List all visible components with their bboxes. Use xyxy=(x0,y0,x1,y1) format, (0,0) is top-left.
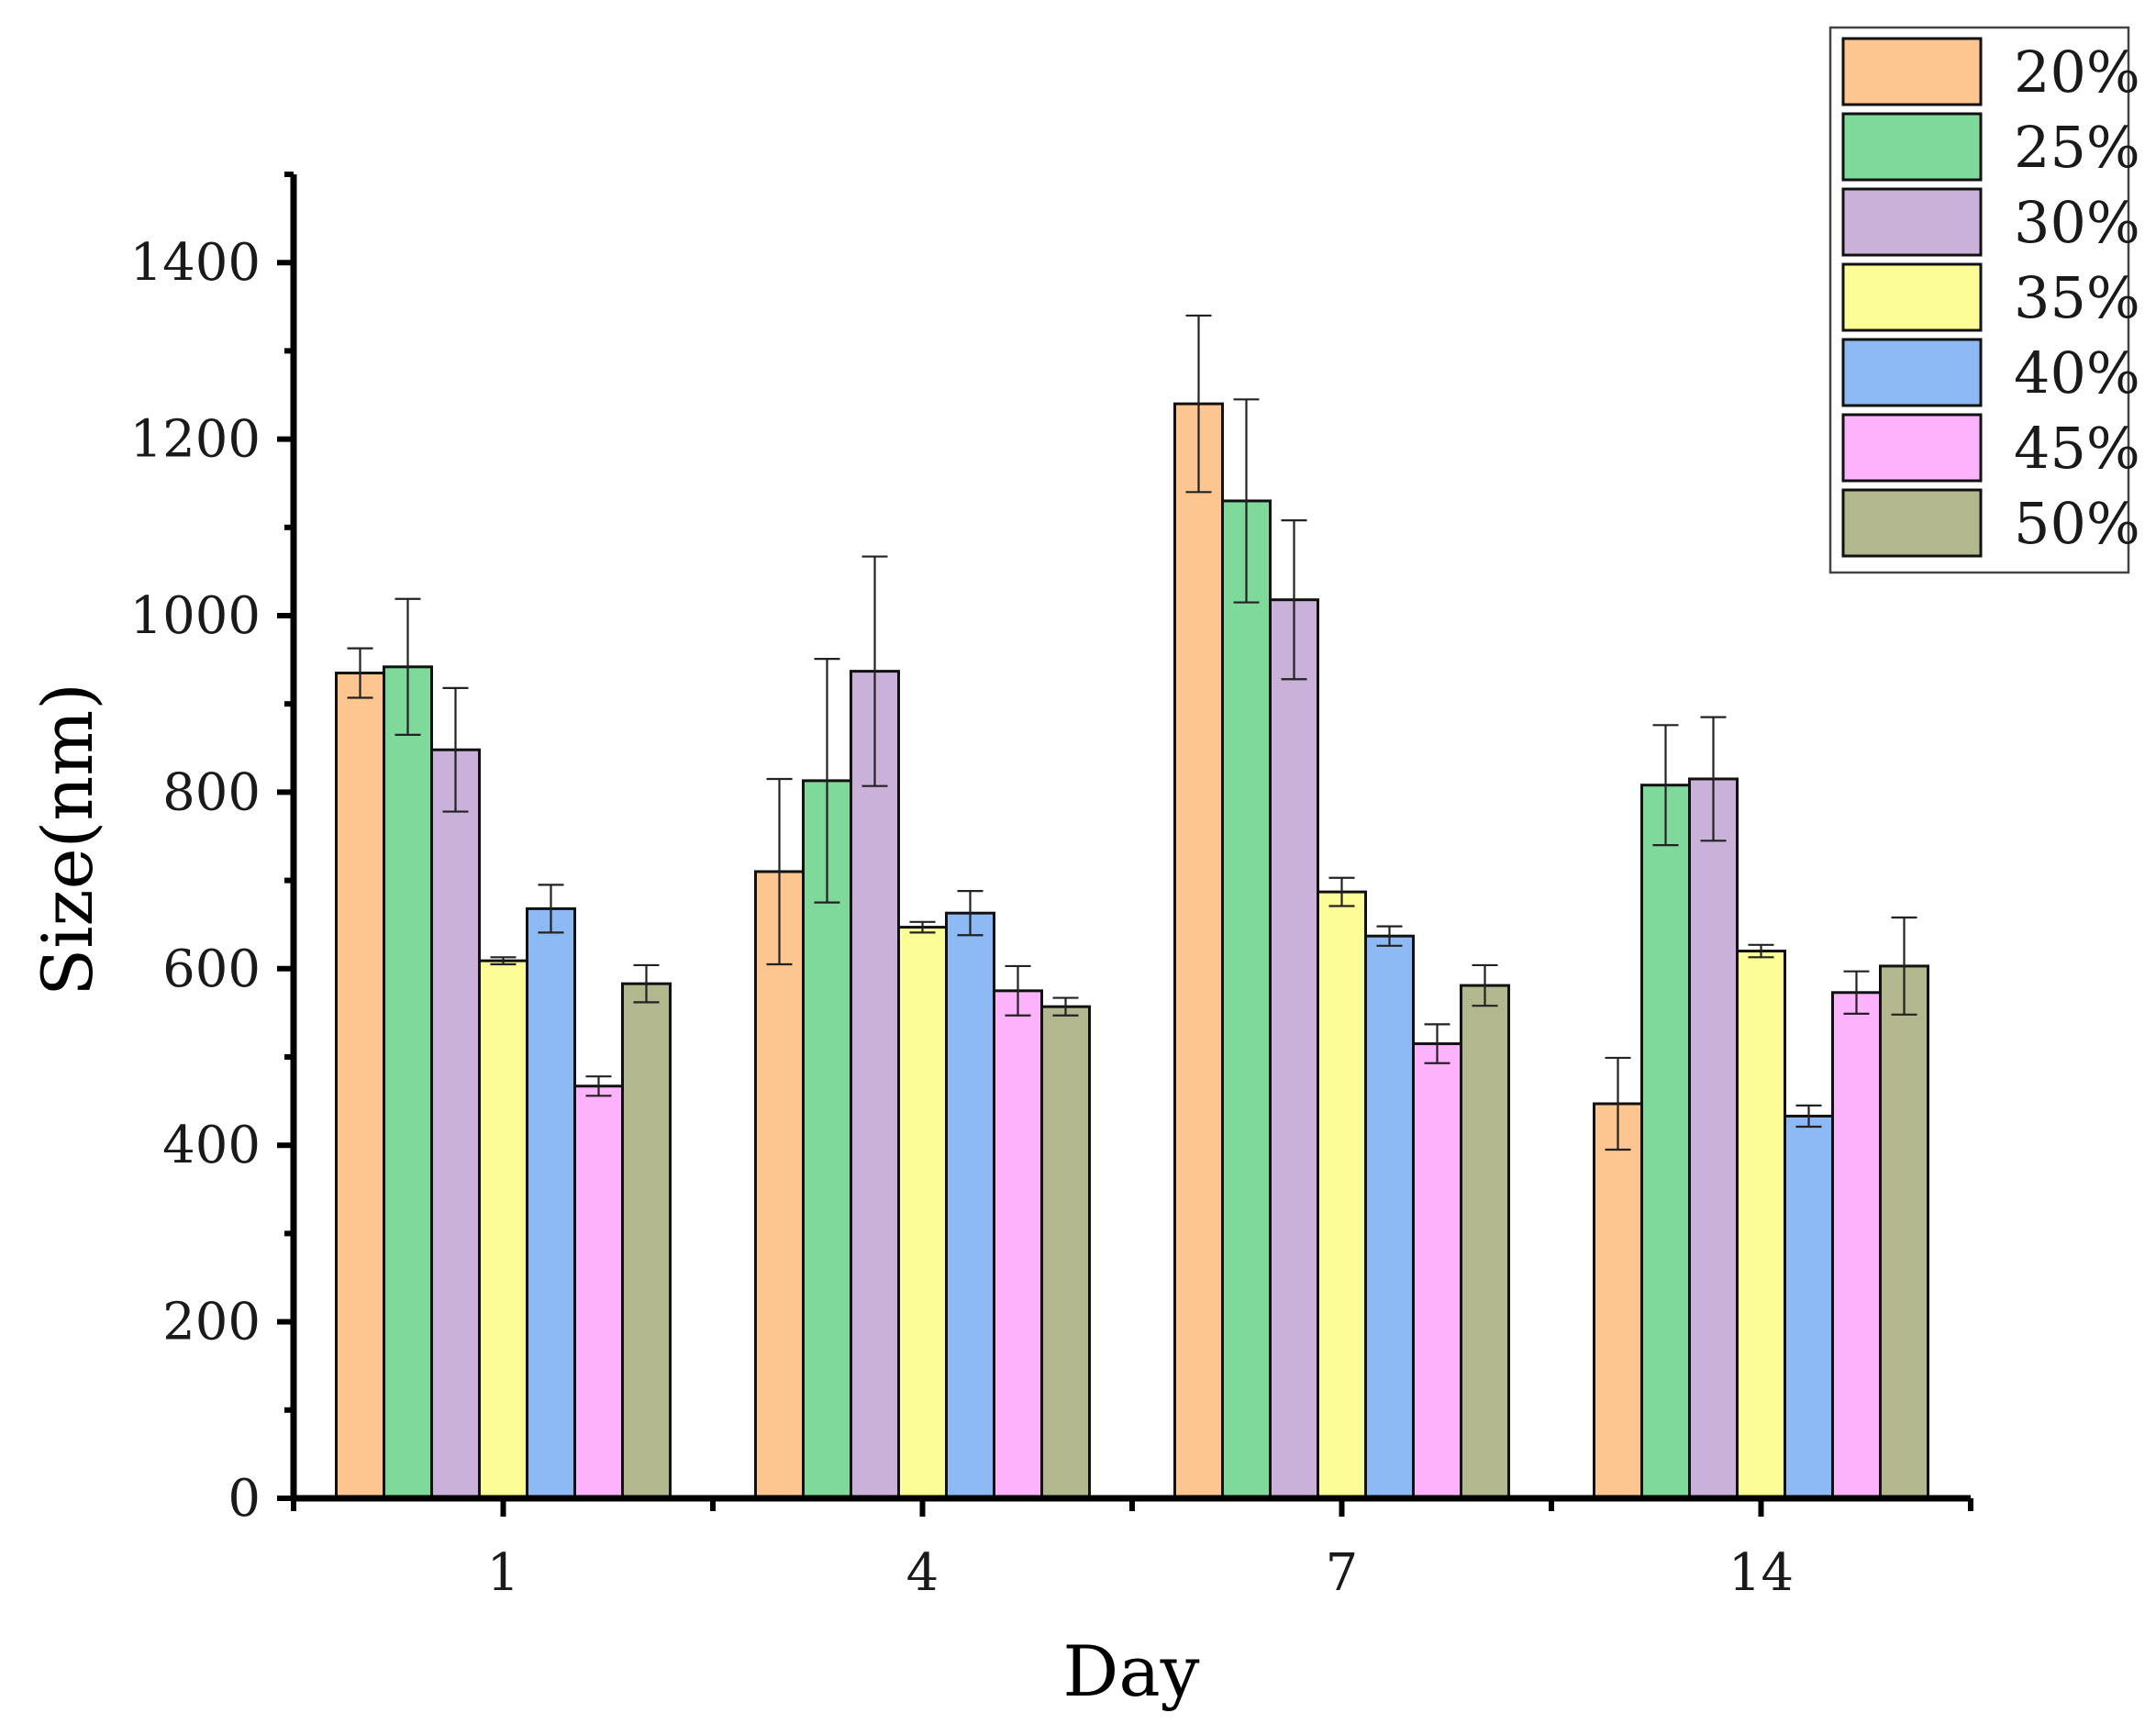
bar-day-14-series-30pct xyxy=(1688,777,1739,1500)
error-bar-day-7-series-35pct xyxy=(1328,876,1355,907)
error-bar-day-14-series-25pct xyxy=(1652,724,1679,847)
bar-day-14-series-35pct xyxy=(1736,950,1786,1500)
x-axis-title: Day xyxy=(1062,1630,1199,1712)
bar-day-1-series-45pct xyxy=(573,1084,624,1500)
error-bar-day-1-series-40pct xyxy=(538,884,564,934)
bar-day-14-series-50pct xyxy=(1879,964,1929,1500)
legend-swatch-20pct xyxy=(1841,37,1983,106)
bar-day-7-series-45pct xyxy=(1412,1042,1462,1500)
error-bar-day-7-series-20pct xyxy=(1185,314,1212,494)
legend-swatch-25pct xyxy=(1841,112,1983,182)
legend-swatch-40pct xyxy=(1841,338,1983,407)
error-bar-day-7-series-45pct xyxy=(1424,1023,1450,1064)
bar-day-14-series-25pct xyxy=(1640,784,1691,1500)
x-tick-label: 7 xyxy=(1326,1543,1359,1603)
error-bar-day-4-series-30pct xyxy=(861,555,888,787)
y-axis-title: Size(nm) xyxy=(27,683,108,996)
bar-day-1-series-20pct xyxy=(335,672,385,1500)
error-bar-day-4-series-40pct xyxy=(957,890,984,937)
error-bar-day-7-series-30pct xyxy=(1281,519,1307,681)
y-tick-label: 600 xyxy=(162,940,261,999)
error-bar-day-1-series-25pct xyxy=(395,597,421,736)
bar-day-7-series-50pct xyxy=(1460,984,1510,1500)
error-bar-day-1-series-50pct xyxy=(633,963,660,1004)
legend-label-50pct: 50% xyxy=(2014,490,2140,557)
error-bar-day-14-series-30pct xyxy=(1700,716,1727,842)
bar-day-7-series-25pct xyxy=(1221,499,1272,1500)
legend-swatch-30pct xyxy=(1841,187,1983,257)
error-bar-day-4-series-35pct xyxy=(909,920,936,934)
legend: 20% 25% 30% 35% 40% 45% 50% xyxy=(1828,26,2140,574)
bar-day-4-series-45pct xyxy=(993,989,1043,1500)
y-tick-label: 0 xyxy=(228,1469,261,1529)
y-tick-label: 200 xyxy=(162,1293,261,1352)
legend-swatch-35pct xyxy=(1841,262,1983,332)
bar-day-14-series-45pct xyxy=(1831,991,1882,1500)
bar-day-14-series-40pct xyxy=(1784,1114,1834,1500)
error-bar-day-7-series-50pct xyxy=(1472,963,1498,1007)
bar-day-7-series-35pct xyxy=(1317,890,1367,1500)
error-bar-day-7-series-40pct xyxy=(1376,925,1403,947)
bar-day-1-series-35pct xyxy=(478,959,528,1500)
bar-day-7-series-40pct xyxy=(1364,934,1415,1500)
legend-label-20pct: 20% xyxy=(2014,39,2140,106)
error-bar-day-4-series-20pct xyxy=(766,777,793,966)
error-bars-group xyxy=(347,314,1917,1151)
bar-day-4-series-35pct xyxy=(897,926,948,1500)
bars-group xyxy=(335,402,1929,1500)
error-bar-day-4-series-45pct xyxy=(1005,964,1031,1017)
bar-day-1-series-50pct xyxy=(621,982,672,1500)
bar-day-7-series-20pct xyxy=(1173,402,1224,1500)
legend-swatch-45pct xyxy=(1841,413,1983,483)
bar-day-1-series-30pct xyxy=(430,748,481,1500)
error-bar-day-14-series-45pct xyxy=(1843,970,1870,1015)
y-tick-label: 1400 xyxy=(129,233,261,293)
x-tick-label: 14 xyxy=(1728,1543,1794,1603)
error-bar-day-1-series-30pct xyxy=(442,686,469,813)
error-bar-day-14-series-35pct xyxy=(1748,943,1774,959)
y-tick-label: 800 xyxy=(162,762,261,822)
error-bar-day-14-series-20pct xyxy=(1605,1056,1631,1151)
legend-label-40pct: 40% xyxy=(2014,339,2140,406)
bar-day-4-series-50pct xyxy=(1040,1005,1091,1500)
legend-label-45pct: 45% xyxy=(2014,415,2140,482)
bar-day-14-series-20pct xyxy=(1593,1102,1643,1500)
error-bar-day-14-series-40pct xyxy=(1795,1104,1822,1129)
legend-swatch-50pct xyxy=(1841,488,1983,558)
legend-label-35pct: 35% xyxy=(2014,264,2140,331)
bar-day-1-series-40pct xyxy=(526,906,576,1500)
error-bar-day-1-series-45pct xyxy=(585,1075,612,1097)
error-bar-day-4-series-50pct xyxy=(1052,996,1079,1017)
bar-day-4-series-20pct xyxy=(754,870,805,1500)
error-bar-day-1-series-35pct xyxy=(490,956,517,966)
bar-day-7-series-30pct xyxy=(1269,598,1319,1500)
bar-day-4-series-30pct xyxy=(850,670,900,1500)
y-tick-label: 400 xyxy=(162,1116,261,1175)
y-tick-label: 1000 xyxy=(129,586,261,646)
bar-day-4-series-40pct xyxy=(945,911,995,1500)
bar-day-1-series-25pct xyxy=(383,665,433,1500)
error-bar-day-1-series-20pct xyxy=(347,647,373,699)
error-bar-day-14-series-50pct xyxy=(1891,916,1917,1016)
x-tick-label: 4 xyxy=(906,1543,939,1603)
legend-label-30pct: 30% xyxy=(2014,189,2140,256)
y-tick-label: 1200 xyxy=(129,410,261,470)
error-bar-day-7-series-25pct xyxy=(1233,398,1260,604)
x-tick-label: 1 xyxy=(487,1543,520,1603)
error-bar-day-4-series-25pct xyxy=(814,658,840,904)
legend-label-25pct: 25% xyxy=(2014,114,2140,181)
